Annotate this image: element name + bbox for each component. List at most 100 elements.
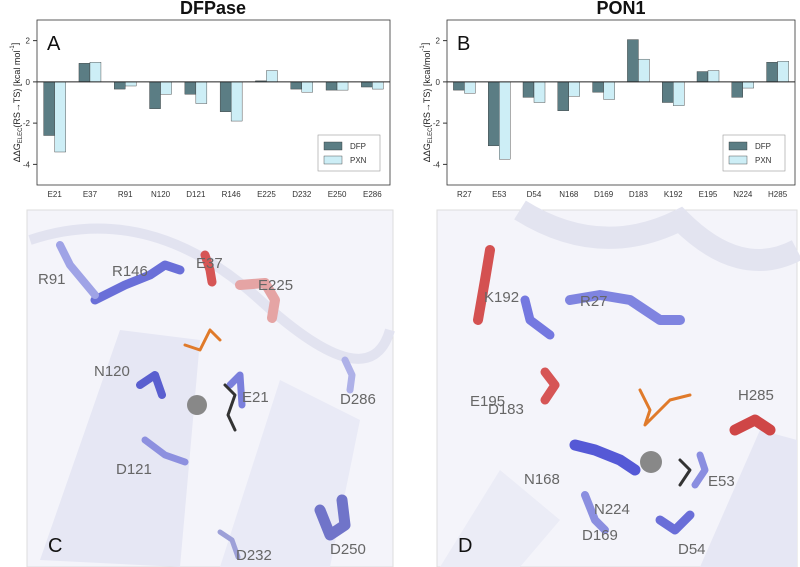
legend-swatch — [323, 141, 343, 151]
bar — [627, 39, 639, 83]
x-tick-label: E21 — [48, 190, 63, 199]
residue-stick — [655, 510, 695, 535]
y-axis-label-part: (RS→TS) [kcal mol — [12, 51, 22, 128]
ribbon — [700, 430, 797, 567]
bar — [266, 70, 278, 83]
residue-label: H285 — [738, 387, 774, 404]
ribbon — [440, 470, 560, 567]
ribbon — [28, 223, 395, 364]
bar — [488, 81, 500, 147]
residue-label: D250 — [330, 541, 366, 558]
residue-label: E195 — [470, 393, 505, 410]
x-tick-label: R146 — [222, 190, 242, 199]
residue-stick — [226, 371, 246, 409]
chart: DFPase A -4 -2 0 2 E21 E37 R91 N120 D121 R146 E225 D2… — [10, 0, 391, 199]
y-axis-label: ΔΔGELEC(RS→TS) [kcal mol-1] — [10, 43, 24, 163]
y-tick-label: -4 — [23, 160, 31, 169]
bar — [731, 81, 743, 98]
y-axis-label-part: ELEC — [18, 127, 24, 143]
bar — [464, 81, 476, 94]
residue-stick — [569, 439, 641, 476]
y-axis-label: ΔΔGELEC(RS→TS) [kcal/mol-1] — [420, 43, 434, 163]
x-tick-label: E286 — [363, 190, 382, 199]
residue-stick — [565, 290, 685, 325]
panel-letter: A — [47, 33, 61, 55]
chart-title: DFPase — [180, 0, 246, 18]
legend-label: DFP — [350, 142, 366, 151]
residue-label: R91 — [38, 271, 66, 288]
legend-swatch — [323, 155, 343, 165]
legend-box — [722, 134, 786, 172]
plot-frame — [36, 19, 391, 186]
legend-box — [317, 134, 381, 172]
legend-label: PXN — [755, 156, 772, 165]
residue-label: D232 — [236, 547, 272, 564]
residue-label: E53 — [708, 473, 735, 490]
residue-stick — [473, 245, 495, 325]
ligand — [638, 388, 692, 427]
residue-label: D183 — [488, 401, 524, 418]
bar — [290, 81, 302, 90]
x-tick-label: E53 — [492, 190, 507, 199]
structure-panel-c — [26, 209, 395, 567]
ribbon — [514, 200, 800, 271]
residue-label: E225 — [258, 277, 293, 294]
residue-label: N168 — [524, 471, 560, 488]
ligand — [223, 383, 237, 432]
bar — [114, 81, 126, 90]
chart-title: PON1 — [596, 0, 645, 18]
y-tick-label: -4 — [433, 160, 441, 169]
residue-stick — [200, 250, 217, 287]
y-tick-label: -2 — [433, 119, 441, 128]
y-axis-label-part: ] — [10, 43, 20, 46]
bar — [219, 81, 232, 112]
residue-label: D54 — [678, 541, 706, 558]
bar — [777, 61, 789, 83]
ligand — [678, 458, 692, 487]
residue-label: D286 — [340, 391, 376, 408]
x-tick-label: R27 — [457, 190, 472, 199]
bar — [195, 81, 208, 104]
bar — [522, 81, 535, 98]
residue-stick — [314, 494, 351, 541]
residue-label: R146 — [112, 263, 148, 280]
bar — [160, 81, 172, 95]
legend-label: DFP — [755, 142, 771, 151]
residue-stick — [136, 371, 166, 399]
residue-stick — [90, 260, 185, 305]
bar — [301, 81, 313, 93]
residue-stick — [540, 367, 560, 405]
bar — [603, 81, 615, 100]
residue-stick — [581, 491, 609, 534]
y-tick-label: 2 — [436, 37, 441, 46]
x-tick-label: E37 — [83, 190, 98, 199]
bar — [184, 81, 197, 95]
bar — [336, 81, 349, 91]
residue-stick — [729, 414, 776, 436]
bar — [766, 62, 778, 83]
panel-letter: D — [458, 535, 472, 557]
x-tick-label: H285 — [768, 190, 788, 199]
y-axis-label-part: ΔΔG — [422, 143, 432, 162]
legend-label: PXN — [350, 156, 367, 165]
bar — [54, 81, 66, 153]
bar — [125, 81, 137, 87]
residue-label: N120 — [94, 363, 130, 380]
x-tick-label: D183 — [629, 190, 649, 199]
bar — [533, 81, 546, 103]
x-tick-label: K192 — [664, 190, 683, 199]
residue-stick — [56, 241, 99, 299]
ligand — [183, 328, 222, 352]
legend-swatch — [728, 141, 748, 151]
x-tick-label: N224 — [733, 190, 753, 199]
legend-swatch — [728, 155, 748, 165]
residue-label: E37 — [196, 255, 223, 272]
bar — [43, 81, 55, 136]
bar — [325, 81, 338, 91]
bar — [89, 62, 102, 83]
x-tick-label: E195 — [699, 190, 718, 199]
x-tick-label: D169 — [594, 190, 614, 199]
bar — [557, 81, 569, 111]
bar — [499, 81, 511, 160]
